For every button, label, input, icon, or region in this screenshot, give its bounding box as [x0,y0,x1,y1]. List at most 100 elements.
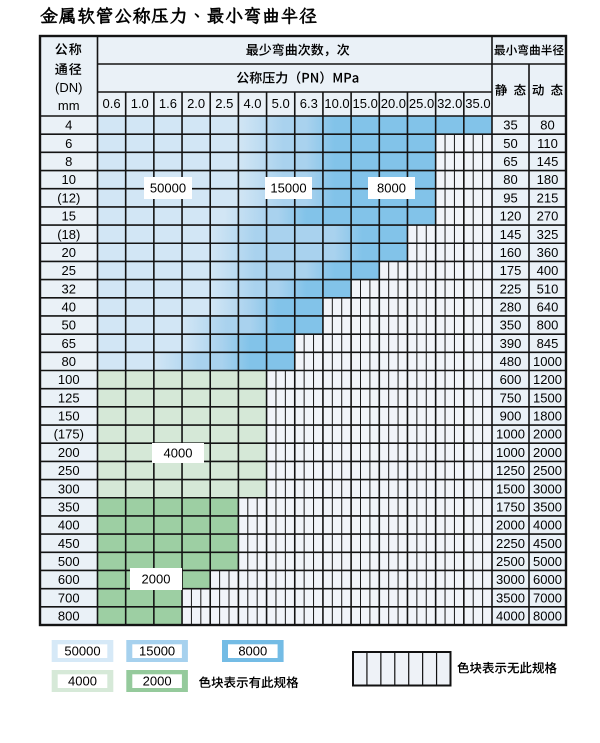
svg-text:225: 225 [500,281,522,296]
svg-text:270: 270 [537,209,559,224]
svg-text:480: 480 [500,354,522,369]
svg-text:2000: 2000 [143,674,172,689]
svg-text:4.0: 4.0 [243,96,261,111]
svg-text:180: 180 [537,172,559,187]
svg-text:50: 50 [62,318,76,333]
svg-text:1750: 1750 [496,499,525,514]
svg-text:80: 80 [503,172,517,187]
svg-text:845: 845 [537,336,559,351]
svg-text:145: 145 [537,154,559,169]
svg-text:3000: 3000 [533,481,562,496]
svg-text:750: 750 [500,390,522,405]
svg-text:25: 25 [62,263,76,278]
svg-text:700: 700 [58,590,80,605]
svg-text:600: 600 [58,572,80,587]
svg-text:5.0: 5.0 [272,96,290,111]
svg-text:50000: 50000 [64,644,100,659]
svg-text:mm: mm [58,98,80,113]
svg-text:120: 120 [500,209,522,224]
svg-text:6.3: 6.3 [300,96,318,111]
svg-text:200: 200 [58,445,80,460]
svg-text:50: 50 [503,136,517,151]
svg-text:95: 95 [503,190,517,205]
svg-text:7000: 7000 [533,590,562,605]
svg-text:4000: 4000 [496,609,525,624]
svg-text:6: 6 [65,136,72,151]
svg-text:1250: 1250 [496,463,525,478]
svg-text:80: 80 [62,354,76,369]
svg-text:1.6: 1.6 [159,96,177,111]
svg-text:8000: 8000 [238,644,267,659]
svg-text:(175): (175) [54,427,84,442]
svg-text:2250: 2250 [496,536,525,551]
svg-text:35.0: 35.0 [465,96,490,111]
svg-text:400: 400 [58,518,80,533]
svg-text:65: 65 [62,336,76,351]
svg-text:80: 80 [540,118,554,133]
svg-text:2000: 2000 [533,445,562,460]
svg-text:1000: 1000 [496,427,525,442]
svg-text:2000: 2000 [533,427,562,442]
svg-text:(18): (18) [57,227,80,242]
svg-text:8: 8 [65,154,72,169]
svg-text:32.0: 32.0 [437,96,462,111]
svg-text:350: 350 [500,318,522,333]
svg-text:6000: 6000 [533,572,562,587]
svg-text:4500: 4500 [533,536,562,551]
svg-text:215: 215 [537,190,559,205]
svg-text:20: 20 [62,245,76,260]
svg-text:2000: 2000 [496,518,525,533]
svg-text:1000: 1000 [496,445,525,460]
svg-text:300: 300 [58,481,80,496]
svg-text:1500: 1500 [496,481,525,496]
svg-text:1000: 1000 [533,354,562,369]
svg-text:2.5: 2.5 [215,96,233,111]
svg-text:15: 15 [62,209,76,224]
svg-text:4000: 4000 [68,674,97,689]
svg-text:640: 640 [537,299,559,314]
svg-text:110: 110 [537,136,558,151]
svg-text:0.6: 0.6 [103,96,121,111]
svg-text:4: 4 [65,118,72,133]
svg-text:390: 390 [500,336,522,351]
svg-text:25.0: 25.0 [409,96,434,111]
svg-text:160: 160 [500,245,522,260]
svg-text:2500: 2500 [496,554,525,569]
svg-text:2500: 2500 [533,463,562,478]
svg-text:15000: 15000 [270,181,306,196]
svg-text:3500: 3500 [496,590,525,605]
svg-text:8000: 8000 [533,609,562,624]
svg-text:1.0: 1.0 [131,96,149,111]
svg-text:5000: 5000 [533,554,562,569]
svg-text:100: 100 [58,372,80,387]
svg-text:3500: 3500 [533,499,562,514]
svg-text:510: 510 [537,281,559,296]
svg-text:500: 500 [58,554,80,569]
svg-text:325: 325 [537,227,559,242]
svg-text:10.0: 10.0 [324,96,349,111]
svg-text:10: 10 [62,172,76,187]
svg-text:4000: 4000 [533,518,562,533]
svg-text:32: 32 [62,281,76,296]
svg-text:40: 40 [62,299,76,314]
svg-text:35: 35 [503,118,517,133]
svg-text:1200: 1200 [533,372,562,387]
svg-text:65: 65 [503,154,517,169]
svg-text:175: 175 [500,263,522,278]
svg-text:400: 400 [537,263,559,278]
svg-text:600: 600 [500,372,522,387]
svg-text:20.0: 20.0 [381,96,406,111]
svg-text:145: 145 [500,227,522,242]
svg-text:280: 280 [500,299,522,314]
svg-text:800: 800 [58,609,80,624]
svg-text:(DN): (DN) [55,80,82,95]
svg-text:350: 350 [58,499,80,514]
svg-text:800: 800 [537,318,559,333]
svg-text:250: 250 [58,463,80,478]
svg-text:900: 900 [500,409,522,424]
svg-text:8000: 8000 [377,181,406,196]
svg-text:2.0: 2.0 [187,96,205,111]
svg-text:2000: 2000 [142,572,171,587]
svg-text:15000: 15000 [139,644,175,659]
svg-text:125: 125 [58,390,80,405]
